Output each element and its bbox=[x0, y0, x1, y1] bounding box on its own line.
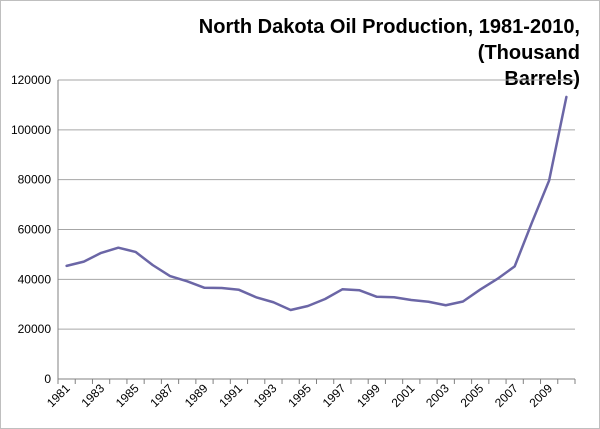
axes bbox=[57, 80, 576, 384]
x-tick-label: 2001 bbox=[389, 381, 418, 410]
x-tick-label: 1999 bbox=[354, 381, 383, 410]
y-tick-label: 100000 bbox=[11, 123, 51, 137]
x-tick-label: 1997 bbox=[320, 381, 349, 410]
y-tick-label: 120000 bbox=[11, 73, 51, 87]
x-tick-label: 2007 bbox=[492, 381, 521, 410]
series-group bbox=[65, 95, 568, 312]
x-tick-label: 1983 bbox=[78, 381, 107, 410]
x-tick-label: 1993 bbox=[251, 381, 280, 410]
y-axis-ticks: 0 20000 40000 60000 80000 100000 120000 bbox=[11, 73, 51, 386]
x-tick-label: 1991 bbox=[216, 381, 245, 410]
gridlines bbox=[58, 79, 575, 330]
y-tick-label: 40000 bbox=[18, 272, 52, 286]
x-tick-label: 1987 bbox=[147, 381, 176, 410]
chart-title-line-1: North Dakota Oil Production, 1981-2010, … bbox=[198, 16, 580, 64]
chart-title: North Dakota Oil Production, 1981-2010, … bbox=[100, 14, 580, 92]
y-tick-label: 20000 bbox=[18, 322, 52, 336]
x-tick-label: 1989 bbox=[182, 381, 211, 410]
x-tick-label: 1985 bbox=[113, 381, 142, 410]
series-line bbox=[65, 95, 568, 312]
y-tick-label: 60000 bbox=[18, 223, 52, 237]
x-axis-ticks: 1981 1983 1985 1987 1989 1991 1993 1995 1997 1999… bbox=[44, 381, 556, 410]
chart-title-line-2: Barrels) bbox=[504, 68, 580, 90]
x-tick-label: 2003 bbox=[423, 381, 452, 410]
x-tick-label: 1995 bbox=[285, 381, 314, 410]
x-tick-label: 2005 bbox=[458, 381, 487, 410]
y-tick-label: 0 bbox=[44, 372, 51, 386]
x-tick-label: 2009 bbox=[526, 381, 555, 410]
y-tick-label: 80000 bbox=[18, 173, 52, 187]
